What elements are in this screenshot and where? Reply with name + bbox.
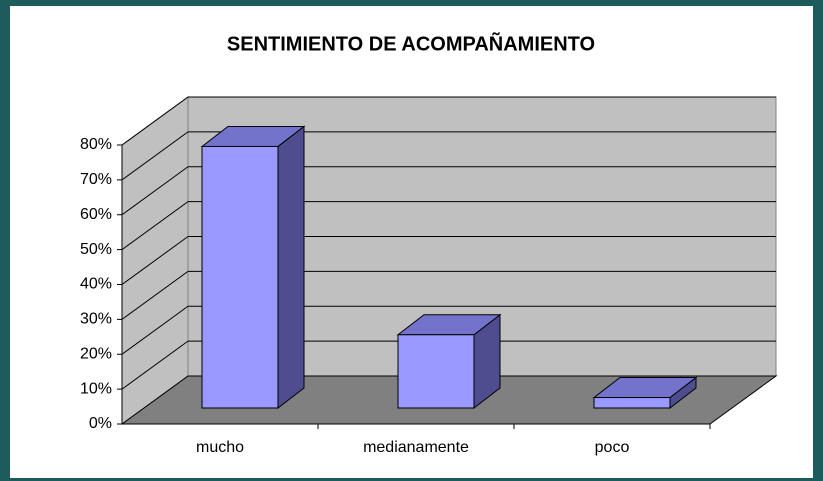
y-tick-label: 0% — [89, 415, 112, 432]
bar-side — [277, 125, 305, 410]
y-tick-label: 20% — [80, 345, 112, 362]
x-tick-label: poco — [595, 439, 630, 456]
bar — [397, 334, 475, 409]
grid-line — [121, 305, 189, 355]
grid-line — [121, 166, 189, 216]
y-tick-label: 10% — [80, 380, 112, 397]
x-tick-label: mucho — [196, 439, 244, 456]
grid-line — [121, 201, 189, 251]
grid-line — [121, 236, 189, 285]
x-tick-label: medianamente — [363, 439, 469, 456]
y-tick-label: 70% — [80, 171, 112, 188]
chart-title: SENTIMIENTO DE ACOMPAÑAMIENTO — [227, 32, 595, 55]
bar — [201, 145, 279, 409]
grid-line — [121, 96, 189, 146]
y-tick-label: 50% — [80, 241, 112, 258]
bar — [593, 397, 671, 409]
grid-line — [121, 340, 189, 390]
y-tick-label: 80% — [80, 136, 112, 153]
grid-line — [121, 270, 189, 320]
y-tick-label: 30% — [80, 311, 112, 328]
grid-line — [121, 131, 189, 181]
y-tick-label: 40% — [80, 276, 112, 293]
y-tick-label: 60% — [80, 206, 112, 223]
